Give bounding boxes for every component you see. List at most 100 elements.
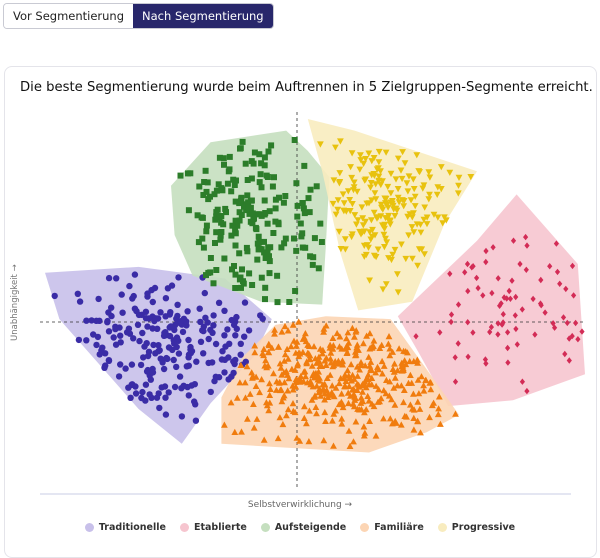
data-point-progressive bbox=[335, 228, 343, 235]
data-point-progressive bbox=[375, 148, 383, 156]
data-point-famili-re bbox=[331, 358, 339, 365]
data-point-progressive bbox=[418, 246, 426, 253]
data-point-progressive bbox=[386, 221, 394, 228]
data-point-progressive bbox=[413, 152, 421, 159]
data-point-traditionelle bbox=[237, 351, 244, 358]
data-point-famili-re bbox=[414, 417, 421, 424]
data-point-aufsteigende bbox=[318, 239, 325, 245]
legend-swatch bbox=[84, 523, 94, 532]
data-point-aufsteigende bbox=[297, 220, 304, 227]
data-point-traditionelle bbox=[221, 332, 228, 339]
data-point-traditionelle bbox=[184, 308, 191, 315]
legend-item-progressive[interactable]: Progressive bbox=[437, 522, 516, 533]
data-point-progressive bbox=[372, 181, 380, 188]
data-point-aufsteigende bbox=[301, 162, 308, 169]
data-point-progressive bbox=[403, 180, 411, 187]
data-point-famili-re bbox=[250, 400, 257, 407]
data-point-progressive bbox=[360, 253, 368, 260]
legend-label: Progressive bbox=[451, 522, 516, 533]
data-point-etablierte bbox=[510, 237, 517, 244]
data-point-famili-re bbox=[265, 340, 273, 347]
data-point-etablierte bbox=[512, 312, 518, 319]
data-point-traditionelle bbox=[137, 361, 145, 369]
data-point-progressive bbox=[423, 214, 431, 221]
data-point-traditionelle bbox=[163, 354, 170, 362]
data-point-famili-re bbox=[329, 363, 337, 370]
data-point-aufsteigende bbox=[270, 230, 277, 236]
data-point-traditionelle bbox=[175, 274, 182, 281]
data-point-famili-re bbox=[319, 350, 326, 357]
data-point-etablierte bbox=[575, 336, 581, 343]
data-point-etablierte bbox=[553, 240, 559, 247]
data-point-famili-re bbox=[315, 353, 323, 360]
legend-item-famili-re[interactable]: Familiäre bbox=[360, 522, 424, 533]
data-point-aufsteigende bbox=[203, 222, 210, 229]
data-point-traditionelle bbox=[178, 385, 185, 392]
data-point-progressive bbox=[385, 212, 392, 220]
data-point-progressive bbox=[391, 213, 399, 220]
data-point-progressive bbox=[329, 200, 337, 208]
data-point-famili-re bbox=[338, 390, 345, 397]
legend-label: Etablierte bbox=[193, 522, 247, 533]
data-point-aufsteigende bbox=[236, 217, 243, 224]
data-point-famili-re bbox=[386, 352, 394, 359]
data-point-progressive bbox=[342, 246, 349, 253]
data-point-aufsteigende bbox=[226, 153, 233, 160]
data-point-progressive bbox=[375, 173, 383, 180]
data-point-famili-re bbox=[385, 340, 392, 347]
data-point-famili-re bbox=[328, 382, 336, 389]
data-point-aufsteigende bbox=[196, 183, 203, 190]
data-point-famili-re bbox=[300, 414, 308, 421]
data-point-famili-re bbox=[353, 341, 361, 348]
data-point-traditionelle bbox=[93, 341, 100, 349]
data-point-famili-re bbox=[345, 399, 352, 407]
data-point-progressive bbox=[358, 204, 366, 211]
data-point-famili-re bbox=[293, 338, 301, 345]
data-point-traditionelle bbox=[117, 361, 124, 368]
data-point-aufsteigende bbox=[213, 229, 220, 236]
data-point-aufsteigende bbox=[201, 179, 208, 185]
data-point-traditionelle bbox=[173, 363, 180, 371]
data-point-famili-re bbox=[270, 370, 277, 377]
data-point-aufsteigende bbox=[294, 202, 301, 209]
legend-item-aufsteigende[interactable]: Aufsteigende bbox=[260, 522, 346, 533]
data-point-famili-re bbox=[282, 367, 290, 375]
data-point-aufsteigende bbox=[241, 203, 247, 210]
legend-label: Familiäre bbox=[374, 522, 424, 533]
data-point-traditionelle bbox=[51, 292, 58, 300]
data-point-etablierte bbox=[488, 323, 494, 331]
data-point-progressive bbox=[365, 244, 372, 251]
data-point-famili-re bbox=[280, 357, 288, 364]
data-point-famili-re bbox=[389, 348, 396, 355]
after-segmentation-button[interactable]: Nach Segmentierung bbox=[133, 4, 273, 28]
data-point-famili-re bbox=[362, 384, 370, 391]
data-point-progressive bbox=[379, 178, 386, 185]
legend-item-traditionelle[interactable]: Traditionelle bbox=[84, 522, 166, 533]
data-point-aufsteigende bbox=[264, 174, 271, 180]
before-segmentation-button[interactable]: Vor Segmentierung bbox=[4, 4, 134, 28]
data-point-aufsteigende bbox=[228, 232, 235, 239]
data-point-traditionelle bbox=[117, 332, 124, 339]
data-point-progressive bbox=[365, 200, 373, 207]
data-point-progressive bbox=[362, 156, 369, 163]
legend-item-etablierte[interactable]: Etablierte bbox=[179, 522, 247, 533]
data-point-etablierte bbox=[542, 309, 548, 316]
data-point-etablierte bbox=[499, 321, 505, 328]
data-point-aufsteigende bbox=[203, 188, 210, 195]
y-axis-label: Unabhängigkeit → bbox=[10, 264, 20, 341]
data-point-progressive bbox=[421, 204, 429, 211]
data-point-etablierte bbox=[498, 300, 504, 307]
data-point-traditionelle bbox=[173, 315, 180, 322]
data-point-famili-re bbox=[233, 394, 241, 401]
data-point-progressive bbox=[384, 183, 392, 191]
data-point-aufsteigende bbox=[299, 230, 306, 237]
data-point-famili-re bbox=[343, 335, 350, 342]
data-point-etablierte bbox=[504, 295, 510, 302]
data-point-traditionelle bbox=[112, 341, 120, 348]
data-point-traditionelle bbox=[162, 394, 169, 401]
data-point-famili-re bbox=[434, 410, 442, 418]
data-point-progressive bbox=[334, 197, 342, 204]
data-point-traditionelle bbox=[83, 317, 90, 324]
data-point-progressive bbox=[394, 186, 402, 193]
data-point-traditionelle bbox=[128, 361, 136, 368]
